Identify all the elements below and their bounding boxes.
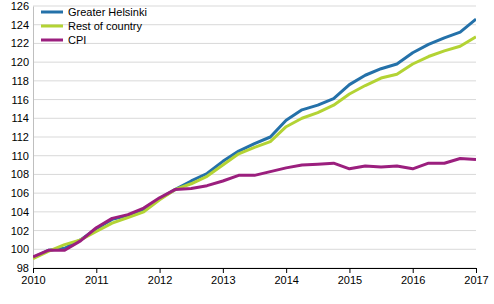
x-axis: 2010 2011 2012 2013 2014 2015 2016 2017 bbox=[21, 268, 488, 286]
x-tick: 2014 bbox=[274, 268, 298, 286]
legend-swatch bbox=[41, 25, 63, 28]
x-tick-label: 2015 bbox=[338, 274, 362, 286]
legend-label: Rest of country bbox=[68, 20, 142, 32]
y-tick-label: 112 bbox=[11, 131, 29, 143]
x-tick-mark bbox=[286, 268, 287, 273]
y-tick: 122 bbox=[11, 37, 33, 49]
legend-item: CPI bbox=[41, 34, 86, 46]
x-tick-mark bbox=[160, 268, 161, 273]
grid-line bbox=[33, 155, 476, 156]
y-tick-label: 100 bbox=[11, 243, 29, 255]
y-tick-label: 104 bbox=[11, 206, 29, 218]
series-line bbox=[33, 159, 476, 257]
x-tick-mark bbox=[96, 268, 97, 273]
x-tick-label: 2013 bbox=[211, 274, 235, 286]
legend-label: Greater Helsinki bbox=[68, 6, 147, 18]
x-tick-mark bbox=[476, 268, 477, 273]
x-tick: 2010 bbox=[21, 268, 45, 286]
x-tick-label: 2017 bbox=[464, 274, 488, 286]
y-tick-label: 118 bbox=[11, 75, 29, 87]
legend: Greater Helsinki Rest of country CPI bbox=[41, 6, 147, 46]
series-line bbox=[33, 37, 476, 259]
y-tick: 104 bbox=[11, 206, 33, 218]
y-tick-label: 98 bbox=[17, 262, 29, 274]
grid-line bbox=[33, 193, 476, 194]
x-tick: 2015 bbox=[338, 268, 362, 286]
legend-label: CPI bbox=[68, 34, 86, 46]
grid-line bbox=[33, 80, 476, 81]
y-tick-label: 106 bbox=[11, 187, 29, 199]
y-tick: 118 bbox=[11, 75, 33, 87]
x-tick-mark bbox=[349, 268, 350, 273]
grid bbox=[33, 6, 476, 268]
chart: 98 100 102 104 106 108 110 112 114 116 118 120 122 12… bbox=[0, 0, 494, 304]
y-tick-label: 120 bbox=[11, 56, 29, 68]
lines bbox=[33, 19, 476, 259]
y-tick-label: 116 bbox=[11, 94, 29, 106]
x-tick: 2012 bbox=[148, 268, 172, 286]
series-line bbox=[33, 19, 476, 258]
legend-item: Rest of country bbox=[41, 20, 142, 32]
legend-item: Greater Helsinki bbox=[41, 6, 147, 18]
y-tick: 102 bbox=[11, 225, 33, 237]
y-tick: 106 bbox=[11, 187, 33, 199]
y-tick: 124 bbox=[11, 19, 33, 31]
x-tick: 2011 bbox=[85, 268, 109, 286]
plot: 98 100 102 104 106 108 110 112 114 116 118 120 122 12… bbox=[11, 0, 489, 286]
x-tick: 2017 bbox=[464, 268, 488, 286]
x-tick: 2013 bbox=[211, 268, 235, 286]
y-tick-label: 114 bbox=[11, 112, 29, 124]
grid-line bbox=[33, 211, 476, 212]
grid-line bbox=[33, 62, 476, 63]
x-tick-mark bbox=[33, 268, 34, 273]
legend-swatch bbox=[41, 11, 63, 14]
grid-line bbox=[33, 118, 476, 119]
y-tick: 120 bbox=[11, 56, 33, 68]
grid-line bbox=[33, 43, 476, 44]
y-tick-label: 126 bbox=[11, 0, 29, 12]
x-tick-label: 2016 bbox=[401, 274, 425, 286]
y-tick-label: 102 bbox=[11, 225, 29, 237]
y-tick: 100 bbox=[11, 243, 33, 255]
grid-line bbox=[33, 99, 476, 100]
y-tick: 98 bbox=[17, 262, 33, 274]
grid-line bbox=[33, 137, 476, 138]
y-tick: 114 bbox=[11, 112, 33, 124]
y-axis-line bbox=[33, 7, 34, 269]
y-axis: 98 100 102 104 106 108 110 112 114 116 118 120 122 12… bbox=[11, 0, 34, 274]
x-axis-line bbox=[34, 269, 477, 274]
y-tick: 126 bbox=[11, 0, 33, 12]
x-tick: 2016 bbox=[401, 268, 425, 286]
x-tick-mark bbox=[413, 268, 414, 273]
x-tick-label: 2012 bbox=[148, 274, 172, 286]
x-tick-label: 2010 bbox=[21, 274, 45, 286]
y-tick-label: 124 bbox=[11, 19, 29, 31]
y-tick-label: 108 bbox=[11, 168, 29, 180]
y-tick: 112 bbox=[11, 131, 33, 143]
y-tick-label: 110 bbox=[11, 150, 29, 162]
x-tick-label: 2011 bbox=[85, 274, 109, 286]
x-tick-label: 2014 bbox=[274, 274, 298, 286]
grid-line bbox=[33, 249, 476, 250]
legend-swatch bbox=[41, 39, 63, 42]
y-tick-label: 122 bbox=[11, 37, 29, 49]
y-tick: 110 bbox=[11, 150, 33, 162]
x-tick-mark bbox=[223, 268, 224, 273]
y-tick: 108 bbox=[11, 168, 33, 180]
y-tick: 116 bbox=[11, 94, 33, 106]
